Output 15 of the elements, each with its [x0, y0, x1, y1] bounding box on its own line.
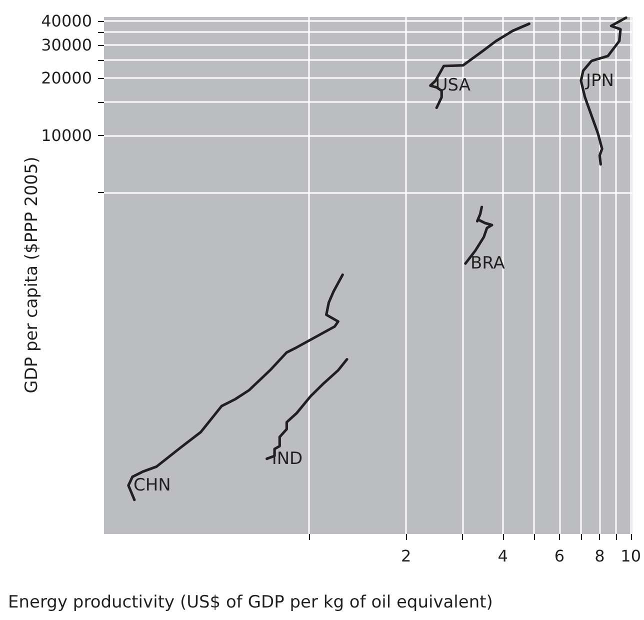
series-label: JPN [585, 70, 614, 91]
x-tick-label: 6 [554, 546, 565, 566]
y-axis-title: GDP per capita ($PPP 2005) [22, 156, 42, 394]
x-tick-label: 10 [620, 546, 641, 566]
y-tick-label: 20000 [41, 68, 92, 88]
series-label: CHN [133, 475, 171, 496]
x-tick-label: 2 [400, 546, 412, 566]
line-series [580, 16, 628, 166]
x-tick-label: 8 [594, 546, 605, 566]
y-tick-label: 30000 [41, 35, 92, 54]
x-axis-title: Energy productivity (US$ of GDP per kg of oil equivalent) [8, 592, 493, 612]
series-label: BRA [470, 253, 506, 274]
y-tick-label: 40000 [41, 12, 92, 31]
y-tick-label: 10000 [41, 126, 92, 145]
x-tick-label: 4 [498, 546, 508, 566]
